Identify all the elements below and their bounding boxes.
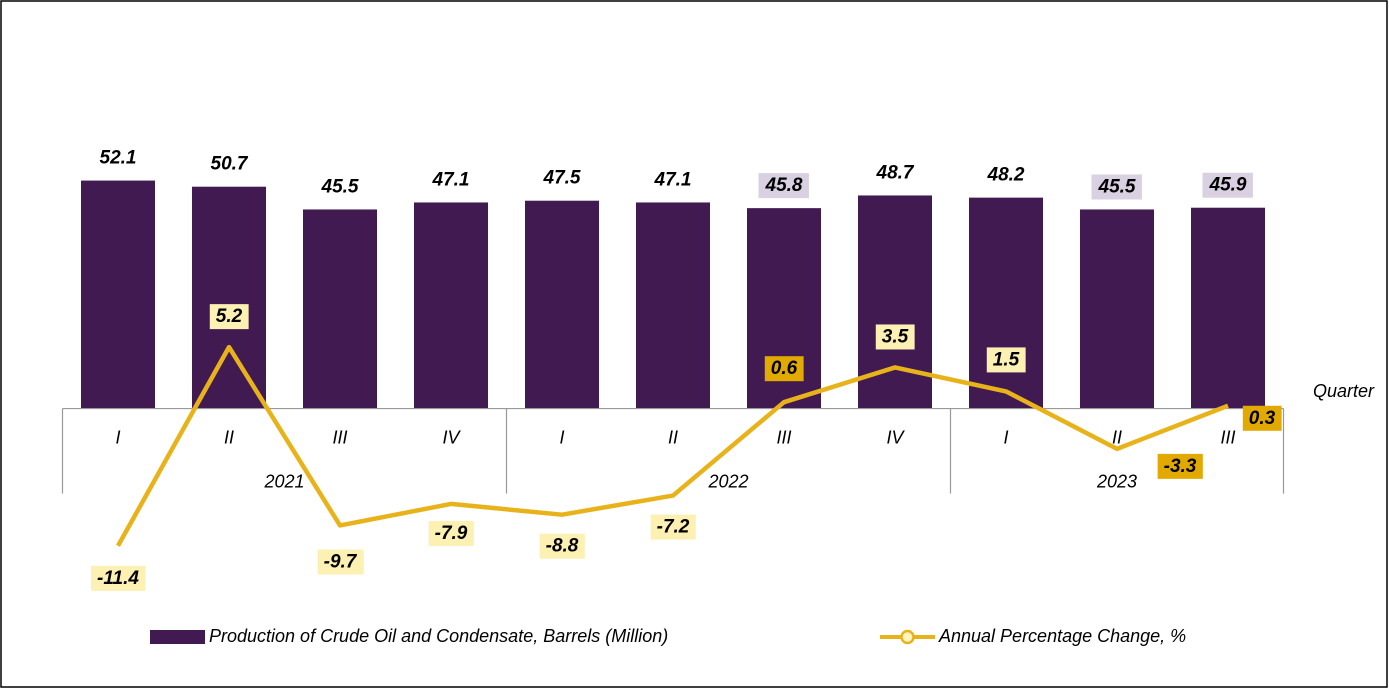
data-label: 5.2 [216,306,243,327]
label-box [758,173,809,199]
data-label: 45.5 [321,176,359,197]
label-box [650,514,696,540]
label-box [875,324,915,350]
data-label-group: 52.1 [100,148,137,169]
data-label-group: 0.3 [1242,405,1282,431]
data-label-group: 5.2 [209,304,249,330]
bar [636,202,710,409]
data-label-group: 45.9 [1202,172,1253,198]
legend-marker [900,629,915,645]
data-label: 48.2 [987,165,1025,186]
data-label: 0.3 [1249,408,1276,429]
x-tick-label: III [332,427,347,447]
data-label: -7.9 [435,523,468,544]
data-label: -11.4 [97,568,139,589]
data-label-group: 50.7 [211,154,249,175]
data-label-group: 0.6 [764,356,804,382]
bar [1080,209,1154,409]
data-label: 52.1 [100,148,137,169]
label-box [209,304,249,330]
data-label-group: -7.9 [428,520,474,546]
label-box [986,347,1026,373]
data-label: -3.3 [1164,456,1197,477]
label-box [428,520,474,546]
data-label: 3.5 [882,326,909,347]
data-label: 47.5 [543,168,581,189]
data-label: 45.8 [765,175,803,196]
x-tick-label: I [1003,427,1008,447]
group-label: 2021 [263,471,304,491]
label-box [1202,172,1253,198]
bar [414,202,488,409]
x-tick-label: II [224,427,234,447]
x-tick-label: I [559,427,564,447]
x-tick-label: II [668,427,678,447]
data-label: 0.6 [771,358,798,379]
legend-label: Annual Percentage Change, % [938,626,1186,646]
data-label-group: -9.7 [317,549,364,575]
label-box [539,533,585,559]
bar [969,197,1043,409]
data-label-group: 47.1 [654,169,692,190]
x-tick-label: II [1112,427,1122,447]
data-label: -7.2 [657,517,690,538]
bar [81,180,155,409]
data-label: 45.5 [1098,176,1136,197]
bar [1191,207,1265,409]
label-box [764,356,804,382]
data-label-group: -3.3 [1157,453,1203,479]
label-box [91,565,146,591]
data-label-group: -7.2 [650,514,696,540]
data-label-group: 3.5 [875,324,915,350]
x-tick-label: III [1220,427,1235,447]
label-box [1242,405,1282,431]
data-label-group: -11.4 [91,565,146,591]
data-label: 48.7 [876,162,915,183]
group-label: 2022 [707,471,748,491]
x-tick-label: I [115,427,120,447]
data-label-group: -8.8 [539,533,585,559]
data-label: 1.5 [993,349,1020,370]
data-label: 50.7 [211,154,249,175]
data-label-group: 47.1 [432,169,470,190]
data-label-group: 1.5 [986,347,1026,373]
line [116,344,1229,547]
label-box [1157,453,1203,479]
x-axis-title: Quarter [1313,381,1375,401]
data-label: -8.8 [546,536,579,557]
legend-swatch [150,630,205,644]
legend-label: Production of Crude Oil and Condensate, … [209,626,668,646]
x-tick-label: IV [886,427,905,447]
data-label-group: 45.5 [1091,174,1142,200]
data-label-group: 48.7 [876,162,915,183]
data-label: 47.1 [654,169,692,190]
data-label-group: 45.8 [758,173,809,199]
data-label-group: 45.5 [321,176,359,197]
data-label: 47.1 [432,169,470,190]
x-tick-label: III [776,427,791,447]
label-box [317,549,364,575]
label-box [1091,174,1142,200]
bar [303,209,377,409]
data-label-group: 47.5 [543,168,581,189]
data-label: -9.7 [324,551,358,572]
group-label: 2023 [1096,471,1137,491]
x-tick-label: IV [442,427,461,447]
bar [525,200,599,409]
bar [192,186,266,409]
data-label-group: 48.2 [987,165,1025,186]
data-label: 45.9 [1209,175,1247,196]
